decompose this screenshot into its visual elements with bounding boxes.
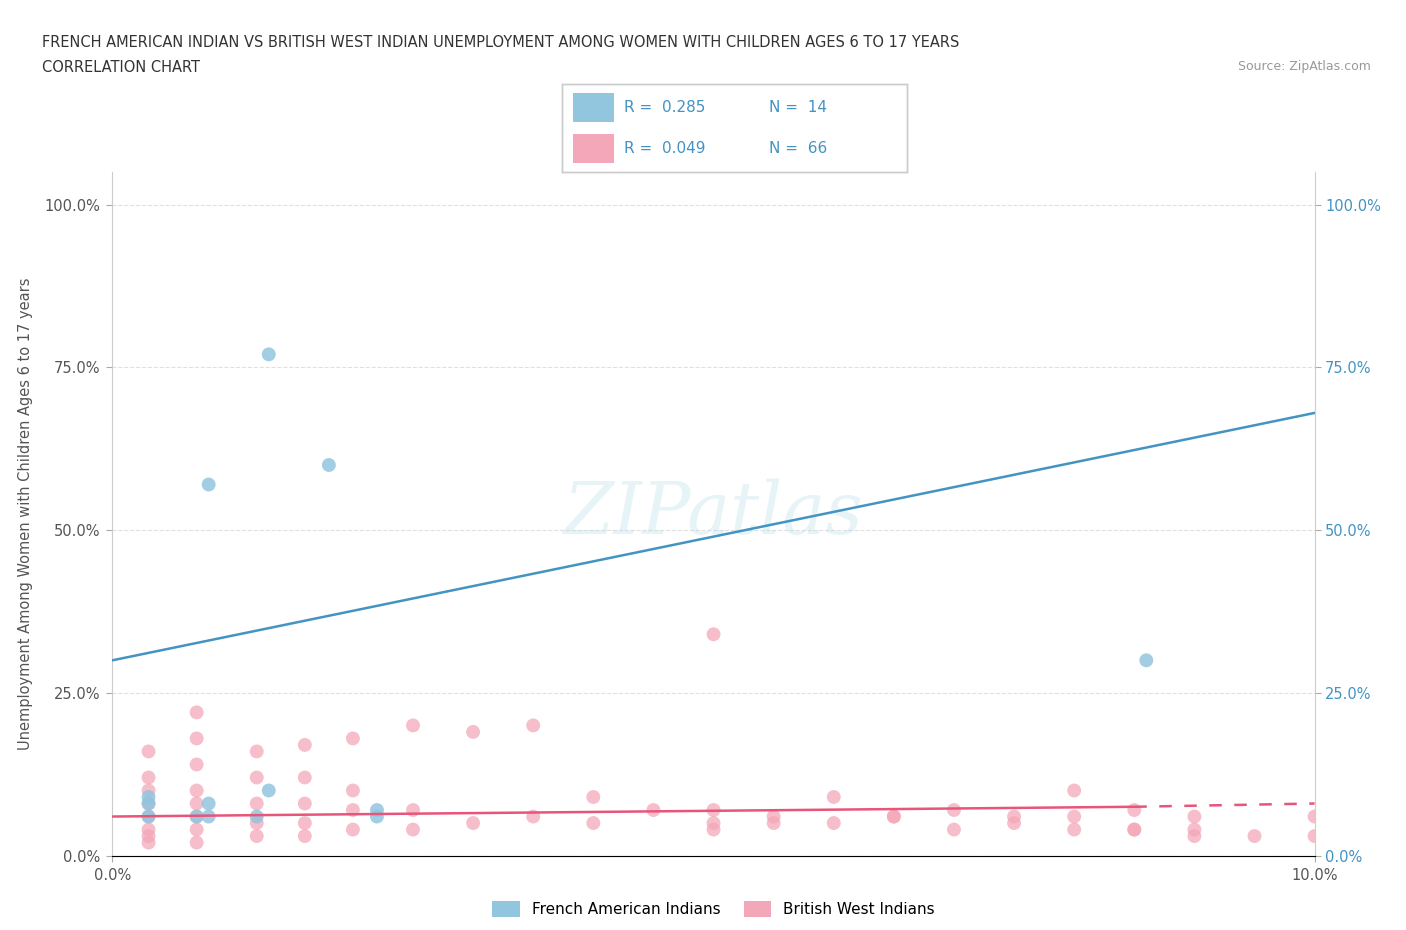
Y-axis label: Unemployment Among Women with Children Ages 6 to 17 years: Unemployment Among Women with Children A… (18, 277, 32, 751)
Text: N =  14: N = 14 (769, 100, 827, 115)
Point (942, 803, 965, 817)
Point (366, 809, 388, 824)
Point (402, 718, 425, 733)
Point (186, 757, 208, 772)
Point (186, 822, 208, 837)
Point (702, 816, 725, 830)
Point (294, 770, 316, 785)
Point (294, 737, 316, 752)
Point (246, 829, 269, 844)
Bar (572, 93, 614, 122)
Point (138, 835, 160, 850)
Point (1135, 653, 1157, 668)
Point (1184, 829, 1206, 844)
Point (1303, 809, 1326, 824)
Legend: French American Indians, British West Indians: French American Indians, British West In… (486, 895, 941, 923)
Point (294, 816, 316, 830)
Text: Source: ZipAtlas.com: Source: ZipAtlas.com (1237, 60, 1371, 73)
Point (402, 822, 425, 837)
Point (186, 796, 208, 811)
Point (197, 809, 219, 824)
Point (294, 829, 316, 844)
Point (138, 809, 160, 824)
Point (257, 783, 280, 798)
Point (342, 731, 364, 746)
Text: CORRELATION CHART: CORRELATION CHART (42, 60, 200, 74)
Point (1184, 822, 1206, 837)
Point (823, 816, 845, 830)
Point (138, 790, 160, 804)
Point (702, 822, 725, 837)
Text: R =  0.049: R = 0.049 (624, 140, 706, 155)
Point (246, 816, 269, 830)
Point (1002, 809, 1025, 824)
Point (522, 809, 544, 824)
Point (186, 705, 208, 720)
Text: ZIPatlas: ZIPatlas (564, 479, 863, 549)
Point (246, 809, 269, 824)
Point (246, 770, 269, 785)
Point (1063, 783, 1085, 798)
Point (823, 790, 845, 804)
Point (246, 744, 269, 759)
Point (1063, 809, 1085, 824)
Point (461, 724, 484, 739)
Text: FRENCH AMERICAN INDIAN VS BRITISH WEST INDIAN UNEMPLOYMENT AMONG WOMEN WITH CHIL: FRENCH AMERICAN INDIAN VS BRITISH WEST I… (42, 35, 959, 50)
Point (257, 347, 280, 362)
Point (522, 718, 544, 733)
Point (246, 796, 269, 811)
Text: N =  66: N = 66 (769, 140, 827, 155)
Point (402, 803, 425, 817)
Point (186, 809, 208, 824)
Point (138, 809, 160, 824)
Point (1243, 829, 1265, 844)
Text: R =  0.285: R = 0.285 (624, 100, 706, 115)
Point (461, 816, 484, 830)
Point (138, 744, 160, 759)
Point (138, 770, 160, 785)
Point (138, 783, 160, 798)
Point (1123, 822, 1146, 837)
Point (197, 796, 219, 811)
Point (186, 783, 208, 798)
Point (1303, 829, 1326, 844)
Point (883, 809, 905, 824)
Point (138, 822, 160, 837)
Point (1123, 822, 1146, 837)
Point (342, 822, 364, 837)
Point (762, 816, 785, 830)
Point (318, 458, 340, 472)
Point (197, 477, 219, 492)
Point (702, 803, 725, 817)
Point (342, 803, 364, 817)
Point (1123, 803, 1146, 817)
Point (702, 627, 725, 642)
Point (186, 835, 208, 850)
Point (942, 822, 965, 837)
Point (1002, 816, 1025, 830)
Point (1063, 822, 1085, 837)
Point (883, 809, 905, 824)
Point (186, 809, 208, 824)
Point (582, 816, 605, 830)
Point (582, 790, 605, 804)
Point (186, 731, 208, 746)
Point (342, 783, 364, 798)
Bar (572, 134, 614, 164)
Point (138, 796, 160, 811)
Point (762, 809, 785, 824)
Point (366, 803, 388, 817)
Point (138, 796, 160, 811)
Point (643, 803, 665, 817)
Point (1184, 809, 1206, 824)
Point (294, 796, 316, 811)
Point (138, 829, 160, 844)
